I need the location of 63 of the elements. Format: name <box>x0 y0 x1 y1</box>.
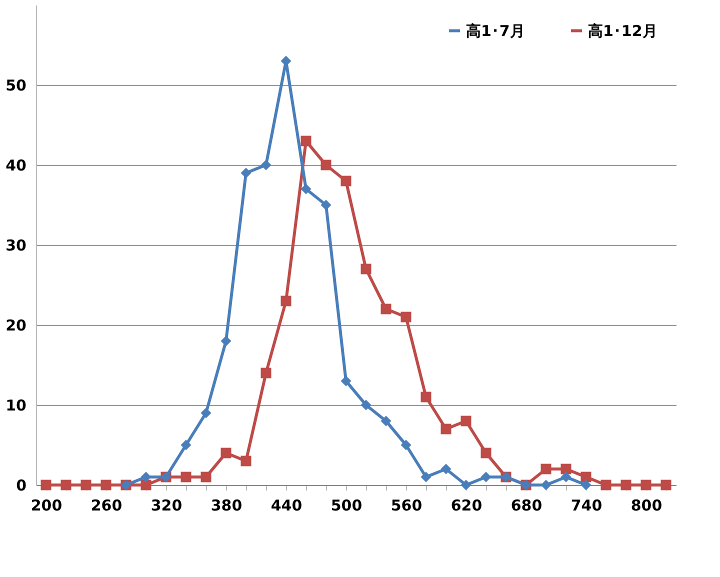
point <box>200 472 212 482</box>
point <box>360 264 372 274</box>
point <box>180 440 192 450</box>
legend-label: 高1･12月 <box>588 22 658 40</box>
x-tick-label: 260 <box>90 496 122 514</box>
point <box>100 480 112 490</box>
point <box>240 168 252 178</box>
point <box>380 304 392 314</box>
point <box>480 472 492 482</box>
point <box>440 424 452 434</box>
x-tick-label: 680 <box>510 496 542 514</box>
y-tick-label: 0 <box>16 476 26 494</box>
point <box>80 480 92 490</box>
legend-label: 高1･7月 <box>466 22 525 40</box>
point <box>260 160 272 170</box>
point <box>620 480 632 490</box>
x-tick-label: 560 <box>390 496 422 514</box>
point <box>320 200 332 210</box>
point <box>560 472 572 482</box>
point <box>420 472 432 482</box>
y-tick-label: 10 <box>6 396 26 414</box>
point <box>200 408 212 418</box>
point <box>60 480 72 490</box>
point <box>320 160 332 170</box>
point <box>540 464 552 474</box>
point <box>460 416 472 426</box>
point <box>220 448 232 458</box>
point <box>600 480 612 490</box>
point <box>480 448 492 458</box>
x-tick-label: 200 <box>30 496 62 514</box>
x-tick-label: 740 <box>570 496 602 514</box>
x-tick-label: 320 <box>150 496 182 514</box>
point <box>580 480 592 490</box>
point <box>340 176 352 186</box>
point <box>400 440 412 450</box>
point <box>40 480 52 490</box>
point <box>400 312 412 322</box>
point <box>460 480 472 490</box>
point <box>660 480 672 490</box>
point <box>360 400 372 410</box>
point <box>140 472 152 482</box>
point <box>540 480 552 490</box>
y-tick-label: 50 <box>6 76 26 94</box>
point <box>380 416 392 426</box>
point <box>300 184 312 194</box>
point <box>180 472 192 482</box>
x-tick-label: 440 <box>270 496 302 514</box>
y-tick-label: 40 <box>6 156 26 174</box>
point <box>300 136 312 146</box>
point <box>220 336 232 346</box>
x-tick-label: 620 <box>450 496 482 514</box>
y-tick-label: 30 <box>6 236 26 254</box>
point <box>280 296 292 306</box>
point <box>440 464 452 474</box>
y-tick-label: 20 <box>6 316 26 334</box>
point <box>240 456 252 466</box>
x-tick-label: 500 <box>330 496 362 514</box>
x-tick-label: 380 <box>210 496 242 514</box>
point <box>420 392 432 402</box>
point <box>340 376 352 386</box>
x-tick-label: 800 <box>630 496 662 514</box>
point <box>640 480 652 490</box>
point <box>260 368 272 378</box>
